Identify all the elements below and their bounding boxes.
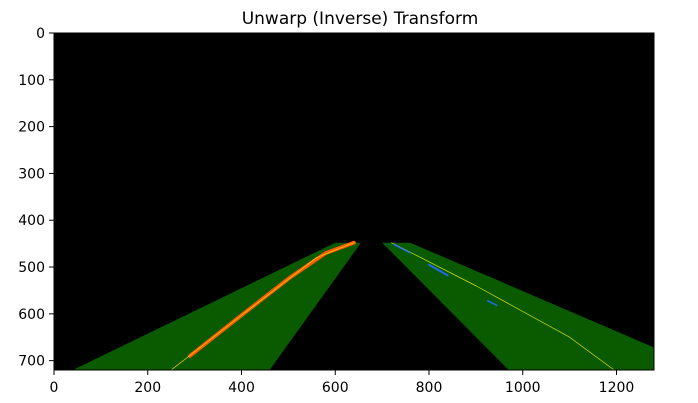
left-lane-region [72, 242, 362, 370]
x-tick-label: 200 [134, 380, 161, 396]
x-tick-label: 1000 [505, 380, 541, 396]
x-tick-label: 1200 [599, 380, 635, 396]
y-axis-ticks: 0 100 200 300 400 500 600 700 [18, 26, 54, 370]
y-tick-label: 0 [36, 26, 45, 42]
right-lane-detected-pixels-2 [428, 263, 449, 277]
lane-features [170, 240, 615, 370]
right-lane-detected-pixels-3 [486, 300, 498, 307]
axes-frame [53, 32, 655, 371]
x-tick-label: 600 [322, 380, 349, 396]
x-tick-label: 800 [416, 380, 443, 396]
y-tick-label: 500 [18, 260, 45, 276]
y-tick-label: 200 [18, 120, 45, 136]
y-tick-label: 100 [18, 73, 45, 89]
y-tick-label: 300 [18, 166, 45, 182]
x-axis-ticks: 0 200 400 600 800 1000 1200 [50, 370, 635, 396]
left-lane-fit-line [170, 242, 355, 370]
lane-regions [72, 242, 654, 370]
right-lane-region [382, 242, 654, 370]
y-tick-label: 400 [18, 213, 45, 229]
right-lane-fit-line [391, 242, 615, 370]
right-lane-detected-pixels-1 [393, 243, 411, 254]
y-tick-label: 700 [18, 354, 45, 370]
chart-title: Unwarp (Inverse) Transform [242, 9, 479, 29]
x-tick-label: 400 [228, 380, 255, 396]
x-tick-label: 0 [50, 380, 59, 396]
y-tick-label: 600 [18, 307, 45, 323]
